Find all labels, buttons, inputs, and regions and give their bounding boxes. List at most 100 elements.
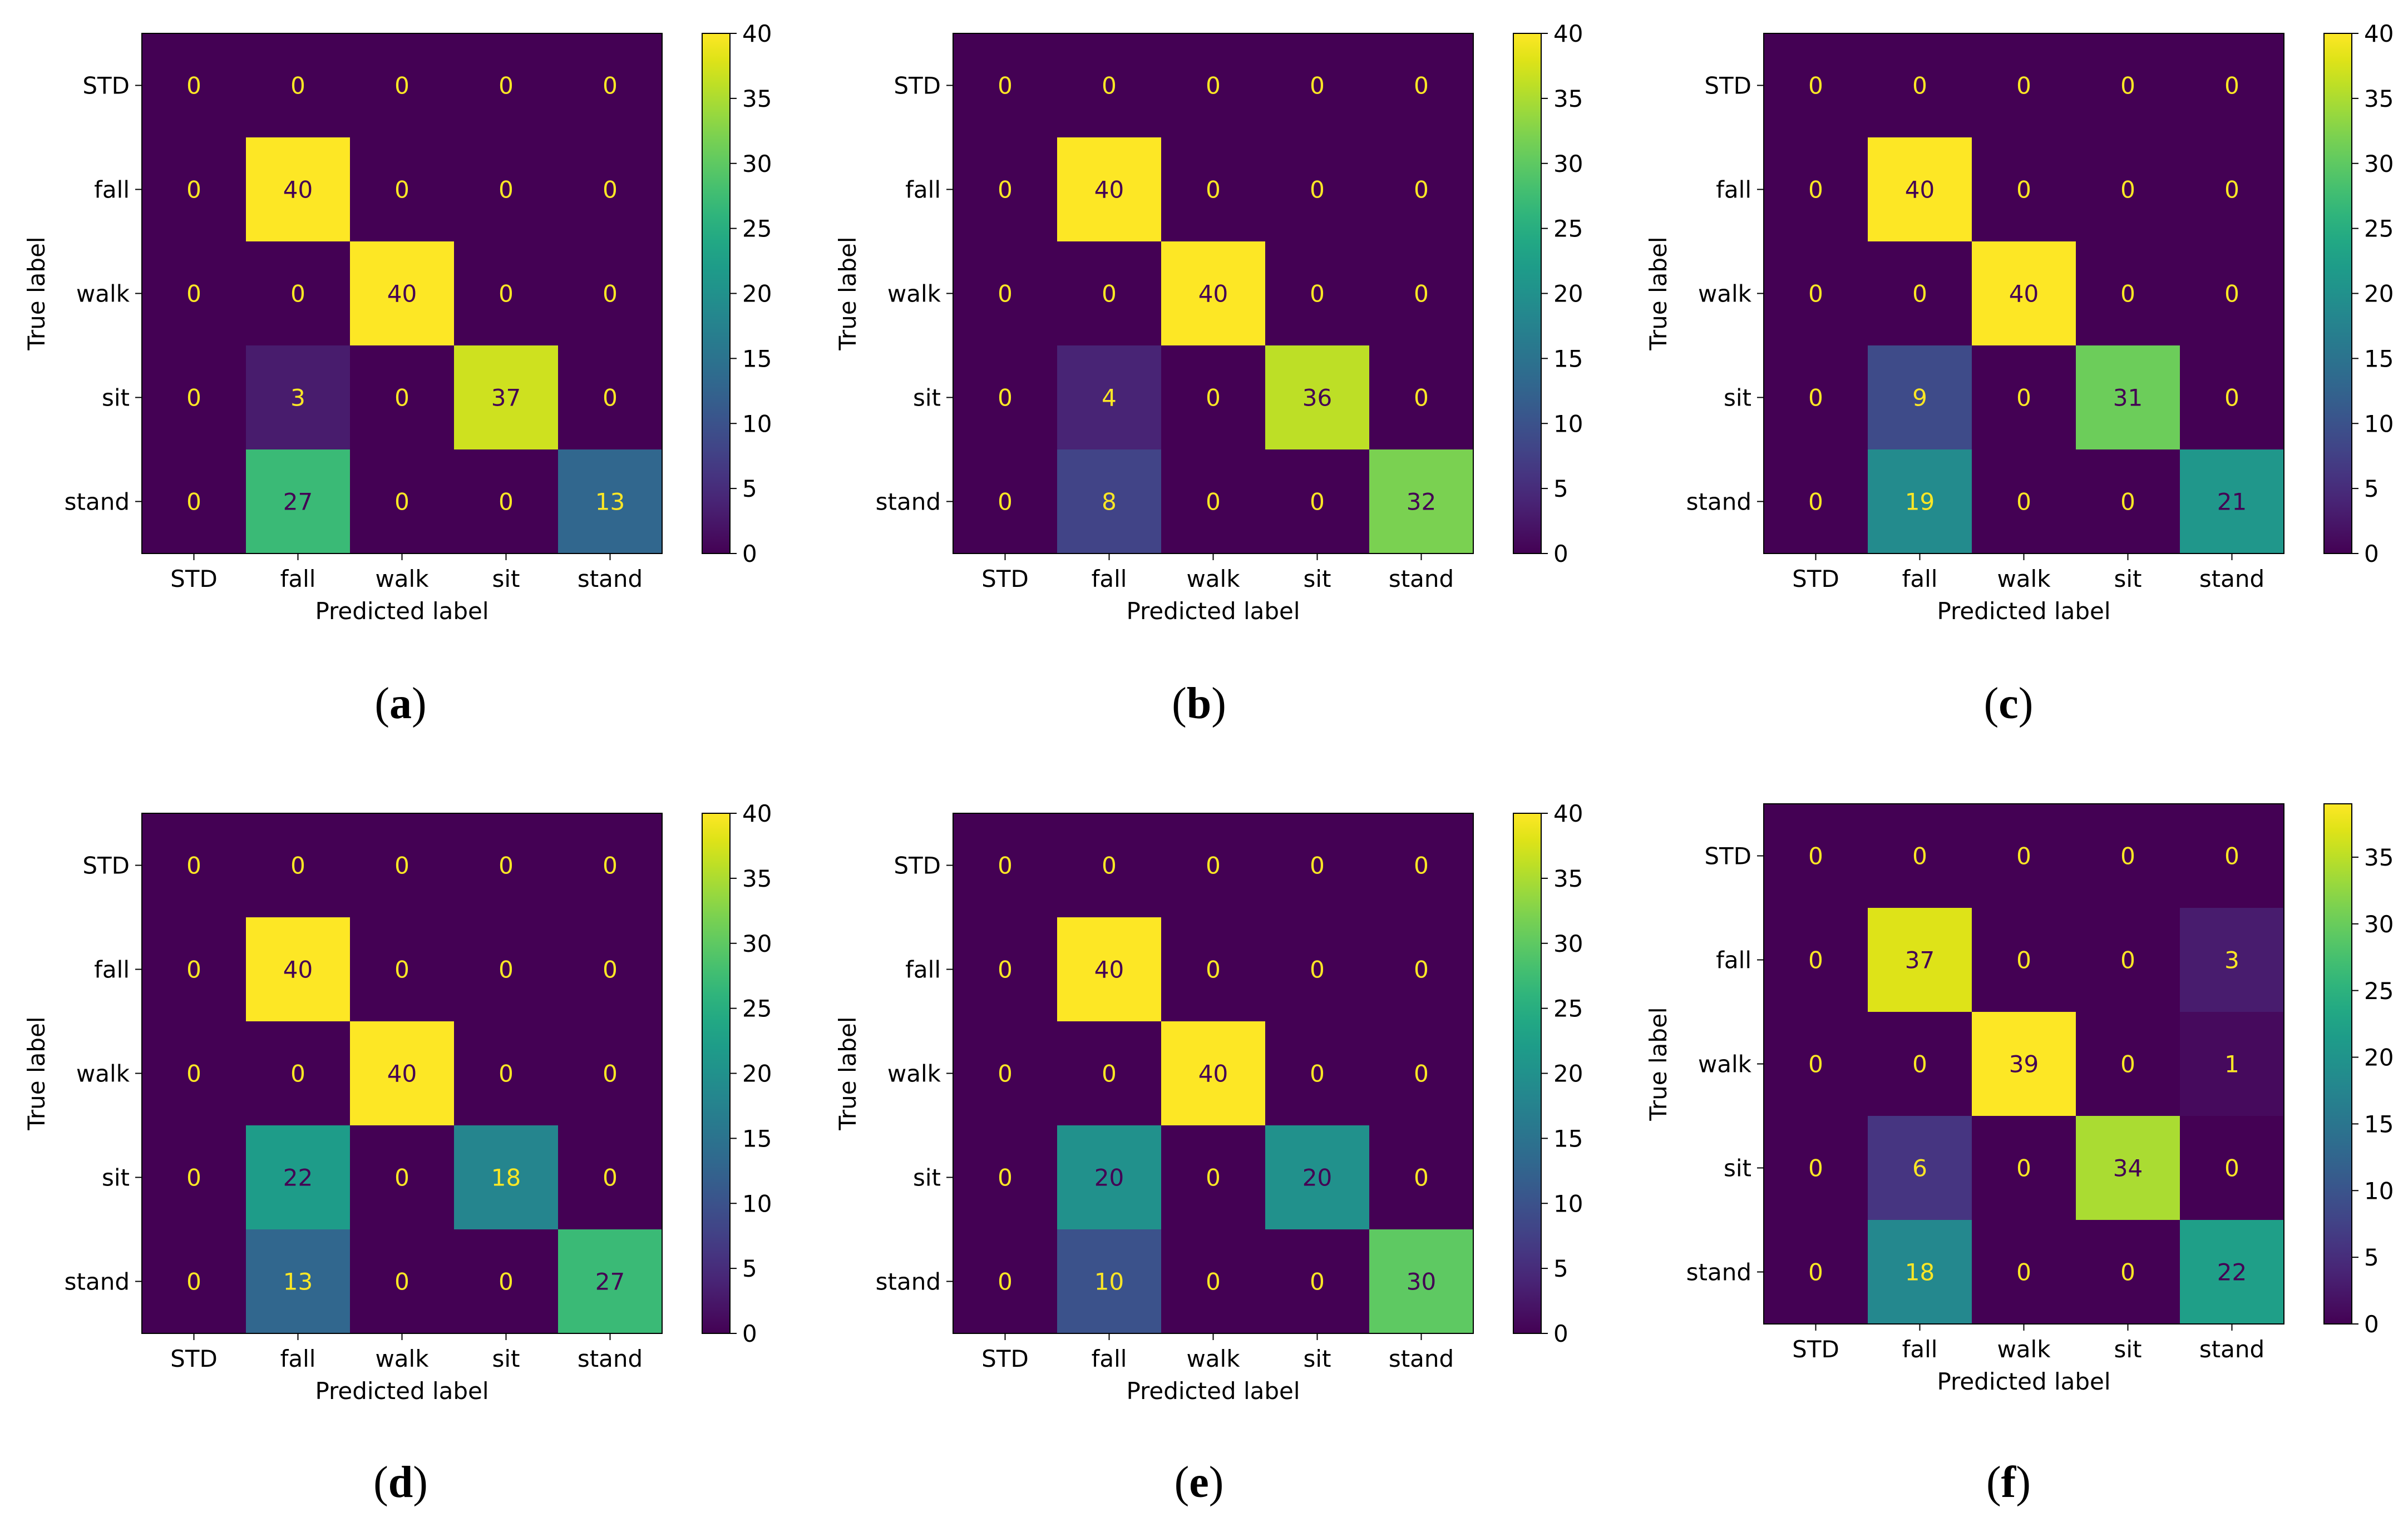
x-tick-label: sit: [492, 565, 520, 592]
cell-value-label: 40: [387, 1060, 417, 1088]
heatmap-cell: [1369, 449, 1473, 554]
heatmap-cell: [953, 241, 1057, 345]
cell-value-label: 0: [2016, 384, 2031, 412]
heatmap-cell: [1265, 33, 1369, 137]
heatmap-cell: [1057, 137, 1161, 241]
heatmap-cell: [1764, 137, 1868, 241]
heatmap-cell: [953, 917, 1057, 1021]
heatmap-cell: [1161, 1125, 1265, 1229]
heatmap-cell: [142, 813, 246, 917]
cell-value-label: 0: [1912, 280, 1927, 308]
colorbar-tick-label: 25: [2364, 215, 2394, 243]
heatmap-cell: [454, 917, 558, 1021]
heatmap-cell: [1868, 137, 1972, 241]
heatmap-cell: [1057, 813, 1161, 917]
colorbar-tick-label: 15: [742, 1125, 772, 1152]
cell-value-label: 13: [595, 488, 625, 516]
cell-value-label: 22: [2217, 1259, 2247, 1286]
heatmap-cell: [1972, 1116, 2076, 1220]
cell-value-label: 0: [2224, 1155, 2239, 1182]
heatmap-cell: [142, 1229, 246, 1333]
x-tick-label: STD: [981, 1345, 1029, 1372]
heatmap-cell: [1265, 449, 1369, 554]
heatmap-cell: [1764, 449, 1868, 554]
heatmap-cell: [2076, 1220, 2180, 1324]
colorbar-tick-label: 35: [2364, 85, 2394, 112]
cell-value-label: 0: [290, 72, 305, 100]
x-tick-label: fall: [1092, 565, 1127, 592]
heatmap-cell: [1161, 33, 1265, 137]
cell-value-label: 0: [499, 488, 514, 516]
heatmap-cell: [454, 449, 558, 554]
cell-value-label: 0: [2120, 1051, 2135, 1078]
colorbar-tick-label: 0: [2364, 540, 2379, 567]
cell-value-label: 19: [1905, 488, 1935, 516]
heatmap-cell: [1868, 241, 1972, 345]
cell-value-label: 0: [2016, 843, 2031, 870]
cell-value-label: 0: [1310, 956, 1325, 984]
cell-value-label: 40: [283, 176, 313, 204]
colorbar-tick-label: 10: [1553, 410, 1583, 437]
heatmap-cell: [350, 813, 454, 917]
cell-value-label: 0: [603, 176, 618, 204]
heatmap-cell: [246, 33, 350, 137]
heatmap-cell: [246, 813, 350, 917]
panel-caption-b-letter: b: [1186, 679, 1212, 728]
cell-value-label: 0: [1414, 1060, 1429, 1088]
heatmap-cell: [1369, 1125, 1473, 1229]
heatmap-cell: [1868, 345, 1972, 449]
y-tick-label: walk: [76, 1060, 130, 1088]
y-tick-label: stand: [65, 1268, 130, 1296]
cell-value-label: 0: [1414, 280, 1429, 308]
heatmap-cell: [1764, 804, 1868, 908]
heatmap-cell: [1057, 345, 1161, 449]
y-tick-label: stand: [1686, 488, 1751, 516]
cell-value-label: 0: [2016, 72, 2031, 100]
panel-caption-a-letter: a: [389, 679, 412, 728]
heatmap-cell: [454, 137, 558, 241]
heatmap-cell: [1369, 813, 1473, 917]
colorbar-tick-label: 10: [1553, 1190, 1583, 1217]
y-tick-label: walk: [1698, 280, 1752, 308]
cell-value-label: 0: [1414, 1164, 1429, 1192]
x-tick-label: sit: [1303, 1345, 1331, 1372]
heatmap-cell: [1369, 33, 1473, 137]
cell-value-label: 0: [1102, 280, 1117, 308]
x-tick-label: walk: [1186, 565, 1240, 592]
heatmap-cell: [2076, 33, 2180, 137]
heatmap-cell: [350, 241, 454, 345]
y-tick-label: sit: [913, 1164, 941, 1192]
heatmap-cell: [558, 345, 662, 449]
cell-value-label: 0: [2016, 488, 2031, 516]
cell-value-label: 0: [1102, 1060, 1117, 1088]
heatmap-cell: [142, 1021, 246, 1125]
heatmap-cell: [558, 813, 662, 917]
cell-value-label: 0: [2016, 1155, 2031, 1182]
cell-value-label: 0: [1310, 176, 1325, 204]
colorbar-tick-label: 25: [1553, 215, 1583, 243]
heatmap-cell: [1161, 241, 1265, 345]
heatmap-cell: [1161, 449, 1265, 554]
heatmap-cell: [1265, 137, 1369, 241]
cell-value-label: 0: [1206, 384, 1221, 412]
y-tick-label: STD: [894, 852, 941, 879]
colorbar-tick-label: 15: [2364, 345, 2394, 372]
cell-value-label: 0: [1808, 1259, 1823, 1286]
heatmap-cell: [558, 1229, 662, 1333]
heatmap-cell: [1265, 917, 1369, 1021]
cell-value-label: 0: [1310, 72, 1325, 100]
cell-value-label: 0: [1808, 72, 1823, 100]
cell-value-label: 0: [1310, 852, 1325, 879]
cell-value-label: 3: [290, 384, 305, 412]
cell-value-label: 0: [499, 280, 514, 308]
colorbar-tick-label: 35: [2364, 844, 2394, 871]
panel-caption-c: (c): [1983, 679, 2034, 728]
heatmap-cell: [2180, 137, 2284, 241]
heatmap-cell: [2076, 1116, 2180, 1220]
heatmap-cell: [2076, 449, 2180, 554]
heatmap-cell: [246, 1125, 350, 1229]
cell-value-label: 27: [595, 1268, 625, 1296]
colorbar-tick-label: 30: [2364, 150, 2394, 177]
x-axis-label: Predicted label: [315, 1377, 488, 1405]
